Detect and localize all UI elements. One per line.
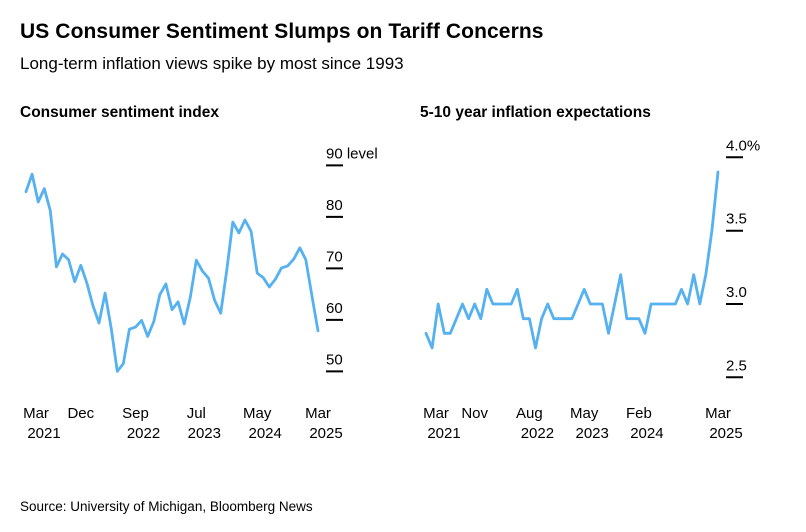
x-tick-month-label: Sep: [122, 405, 149, 422]
charts-row: Consumer sentiment index 90 level 80 70 60 5…: [20, 104, 786, 462]
x-tick-month-label: Feb: [626, 405, 652, 422]
x-tick-month-label: May: [243, 405, 272, 422]
data-line: [24, 172, 320, 373]
page-title: US Consumer Sentiment Slumps on Tariff C…: [20, 20, 544, 43]
x-tick-month-label: Mar: [23, 405, 49, 422]
x-tick-year-label: 2022: [521, 425, 554, 442]
x-tick-year-label: 2025: [709, 425, 742, 442]
consumer-sentiment-chart-title: Consumer sentiment index: [20, 104, 219, 121]
inflation-expectations-panel: 5-10 year inflation expectations 4.0% 3.5…: [420, 104, 806, 462]
x-tick-year-label: 2021: [427, 425, 460, 442]
y-tick-label: 80: [326, 197, 343, 214]
y-tick-label: 50: [326, 351, 343, 368]
y-tick-label: 90 level: [326, 145, 378, 162]
data-line: [424, 170, 720, 350]
source-attribution: Source: University of Michigan, Bloomber…: [20, 499, 313, 514]
y-tick-label: 2.5: [726, 357, 747, 374]
x-tick-month-label: Mar: [305, 405, 331, 422]
x-tick-month-label: Dec: [67, 405, 94, 422]
x-tick-year-label: 2024: [249, 425, 282, 442]
x-tick-year-label: 2025: [309, 425, 342, 442]
inflation-expectations-chart: 4.0% 3.5 3.0 2.5 Mar 2021 Nov Aug 2022 May 2023 Feb…: [420, 130, 806, 462]
x-tick-month-label: Jul: [187, 405, 206, 422]
inflation-expectations-chart-title: 5-10 year inflation expectations: [420, 104, 651, 121]
x-tick-year-label: 2024: [630, 425, 663, 442]
y-tick-label: 60: [326, 300, 343, 317]
y-tick-label: 3.0: [726, 284, 747, 301]
x-tick-month-label: Mar: [705, 405, 731, 422]
x-tick-year-label: 2023: [188, 425, 221, 442]
x-tick-year-label: 2022: [127, 425, 160, 442]
x-tick-year-label: 2021: [27, 425, 60, 442]
page-subtitle: Long-term inflation views spike by most …: [20, 54, 404, 73]
x-tick-month-label: Nov: [461, 405, 488, 422]
y-tick-label: 4.0%: [726, 137, 760, 154]
consumer-sentiment-chart: 90 level 80 70 60 50 Mar 2021 Dec Sep 2022 Jul 2023…: [20, 130, 406, 462]
y-tick-label: 3.5: [726, 211, 747, 228]
consumer-sentiment-panel: Consumer sentiment index 90 level 80 70 60 5…: [20, 104, 406, 462]
x-tick-month-label: May: [570, 405, 599, 422]
y-tick-label: 70: [326, 248, 343, 265]
x-tick-month-label: Mar: [423, 405, 449, 422]
x-tick-year-label: 2023: [576, 425, 609, 442]
line-chart-svg: 90 level 80 70 60 50 Mar 2021 Dec Sep 2022 Jul 2023…: [23, 145, 378, 442]
x-tick-month-label: Aug: [516, 405, 543, 422]
